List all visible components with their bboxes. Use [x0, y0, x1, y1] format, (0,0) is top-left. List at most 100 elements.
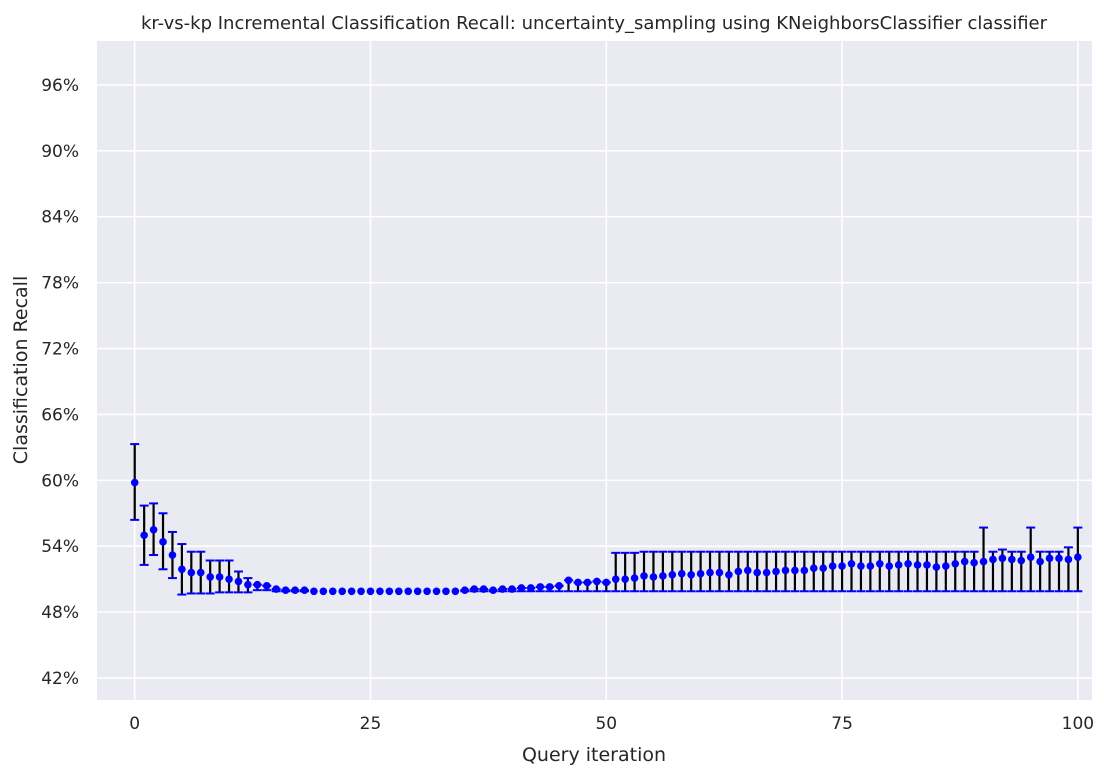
- data-point: [385, 587, 394, 596]
- data-point: [791, 566, 799, 575]
- data-point: [545, 583, 554, 591]
- data-point: [875, 560, 884, 568]
- data-point: [536, 583, 545, 591]
- data-point: [140, 531, 148, 540]
- data-point: [347, 587, 356, 596]
- y-tick-label: 60%: [41, 471, 79, 491]
- data-point: [621, 575, 629, 583]
- data-point: [819, 564, 828, 572]
- data-point: [932, 563, 941, 571]
- data-point: [1064, 555, 1073, 564]
- data-point: [979, 557, 988, 566]
- data-point: [442, 587, 450, 596]
- data-point: [951, 560, 960, 568]
- data-point: [1008, 555, 1016, 564]
- data-point: [281, 586, 290, 594]
- data-point: [668, 570, 677, 579]
- y-tick-labels: 42% 48% 54% 60% 66% 72% 78% 84% 90% 96%: [41, 76, 79, 689]
- data-point: [395, 587, 403, 596]
- data-point: [998, 554, 1007, 563]
- data-point: [1055, 554, 1063, 563]
- data-point: [451, 587, 460, 596]
- data-point: [168, 551, 177, 559]
- data-point: [376, 587, 384, 596]
- data-point: [1074, 553, 1082, 562]
- y-tick-label: 42%: [41, 669, 79, 689]
- data-point: [262, 581, 271, 590]
- data-point: [517, 584, 526, 592]
- data-point: [923, 561, 931, 569]
- data-point: [743, 566, 752, 575]
- data-point: [687, 570, 695, 579]
- data-point: [357, 587, 365, 596]
- x-axis-label: Query iteration: [522, 744, 666, 766]
- data-point: [564, 576, 573, 585]
- data-point: [904, 560, 912, 568]
- data-point: [715, 568, 724, 577]
- data-point: [555, 581, 563, 590]
- data-point: [319, 587, 328, 596]
- data-point: [404, 587, 413, 596]
- data-point: [461, 586, 469, 594]
- data-point: [187, 568, 196, 577]
- data-point: [432, 587, 441, 596]
- y-tick-label: 96%: [41, 76, 79, 96]
- x-tick-label: 50: [595, 714, 617, 734]
- data-point: [366, 587, 375, 596]
- data-point: [659, 572, 667, 580]
- data-point: [470, 585, 479, 593]
- x-tick-label: 0: [129, 714, 140, 734]
- data-point: [885, 562, 894, 570]
- data-point: [291, 586, 299, 594]
- data-point: [677, 569, 686, 578]
- data-point: [225, 575, 233, 583]
- x-tick-label: 100: [1062, 714, 1094, 734]
- y-tick-label: 84%: [41, 208, 79, 228]
- data-point: [527, 584, 535, 592]
- data-point: [913, 561, 922, 569]
- data-point: [149, 525, 158, 534]
- data-point: [649, 573, 658, 581]
- data-point: [640, 572, 648, 580]
- data-point: [866, 562, 875, 570]
- data-point: [894, 561, 903, 569]
- data-point: [960, 557, 969, 566]
- chart-title: kr-vs-kp Incremental Classification Reca…: [141, 13, 1048, 34]
- data-point: [1045, 554, 1054, 563]
- data-point: [574, 578, 582, 587]
- x-tick-label: 25: [360, 714, 382, 734]
- data-point: [602, 578, 611, 587]
- data-point: [847, 560, 856, 568]
- data-point: [215, 573, 224, 581]
- data-point: [253, 580, 262, 589]
- data-point: [234, 577, 243, 586]
- data-point: [942, 562, 950, 570]
- data-point: [423, 587, 431, 596]
- data-point: [630, 574, 639, 582]
- data-point: [970, 558, 978, 567]
- data-point: [159, 538, 167, 546]
- data-point: [696, 569, 705, 578]
- y-tick-label: 78%: [41, 274, 79, 294]
- data-point: [1017, 556, 1026, 565]
- data-point: [857, 562, 865, 570]
- data-point: [753, 568, 761, 577]
- data-point: [130, 478, 139, 487]
- data-point: [508, 585, 516, 593]
- y-tick-label: 66%: [41, 405, 79, 425]
- grid: [97, 41, 1092, 700]
- data-point: [611, 575, 620, 583]
- data-point: [772, 567, 780, 576]
- data-point: [828, 562, 837, 570]
- data-point: [1036, 557, 1044, 566]
- data-point: [725, 570, 733, 579]
- y-axis-label: Classification Recall: [10, 276, 32, 464]
- data-point: [196, 568, 205, 577]
- data-point: [706, 568, 714, 577]
- data-point: [583, 578, 592, 587]
- data-point: [328, 587, 337, 596]
- y-tick-label: 54%: [41, 537, 79, 557]
- data-point: [800, 566, 809, 575]
- data-points: [130, 478, 1082, 596]
- plot-area: [97, 41, 1092, 700]
